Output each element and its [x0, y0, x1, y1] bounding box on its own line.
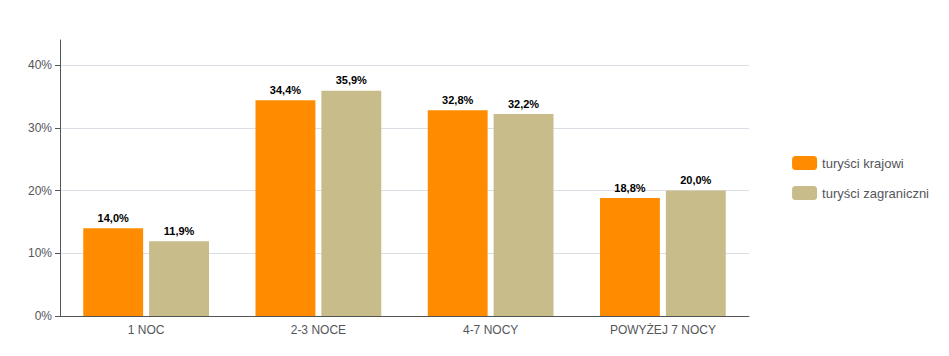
svg-text:2-3 NOCE: 2-3 NOCE — [291, 323, 346, 337]
svg-text:turyści zagraniczni: turyści zagraniczni — [822, 186, 929, 201]
svg-text:0%: 0% — [35, 309, 53, 323]
svg-text:14,0%: 14,0% — [98, 212, 129, 224]
svg-text:10%: 10% — [28, 246, 52, 260]
svg-text:32,8%: 32,8% — [442, 94, 473, 106]
svg-text:11,9%: 11,9% — [164, 225, 195, 237]
svg-text:turyści krajowi: turyści krajowi — [822, 156, 904, 171]
svg-text:35,9%: 35,9% — [336, 74, 367, 86]
svg-text:1 NOC: 1 NOC — [128, 323, 165, 337]
svg-text:32,2%: 32,2% — [508, 98, 539, 110]
svg-text:POWYŻEJ 7 NOCY: POWYŻEJ 7 NOCY — [610, 323, 716, 337]
svg-text:34,4%: 34,4% — [270, 84, 301, 96]
svg-text:40%: 40% — [28, 58, 52, 72]
svg-text:18,8%: 18,8% — [614, 182, 645, 194]
svg-text:20%: 20% — [28, 184, 52, 198]
svg-text:30%: 30% — [28, 121, 52, 135]
svg-text:4-7 NOCY: 4-7 NOCY — [463, 323, 518, 337]
svg-text:20,0%: 20,0% — [680, 174, 711, 186]
